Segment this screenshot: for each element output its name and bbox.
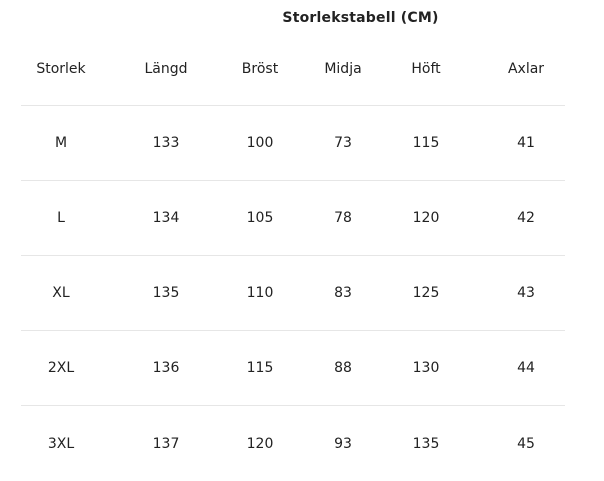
cell-size: 3XL xyxy=(47,435,75,452)
cell-chest: 105 xyxy=(246,210,274,226)
cell-length: 136 xyxy=(152,360,180,376)
cell-chest: 120 xyxy=(246,435,274,452)
cell-chest: 115 xyxy=(246,360,274,376)
header-chest: Bröst xyxy=(241,61,279,77)
table-row: XL 135 110 83 125 43 xyxy=(21,256,565,331)
size-chart-table: Storlek Längd Bröst Midja Höft Axlar M 1… xyxy=(21,40,565,481)
cell-length: 134 xyxy=(152,210,180,226)
cell-chest: 100 xyxy=(246,135,274,151)
cell-size: M xyxy=(54,135,68,151)
cell-waist: 73 xyxy=(334,135,352,151)
cell-shoulder: 42 xyxy=(517,210,535,226)
cell-shoulder: 41 xyxy=(517,135,535,151)
header-hip: Höft xyxy=(411,61,441,77)
cell-hip: 120 xyxy=(412,210,440,226)
header-shoulder: Axlar xyxy=(507,61,545,77)
table-row: 2XL 136 115 88 130 44 xyxy=(21,331,565,406)
cell-shoulder: 43 xyxy=(517,285,535,301)
cell-length: 137 xyxy=(152,435,180,452)
table-row: 3XL 137 120 93 135 45 xyxy=(21,406,565,481)
cell-size: 2XL xyxy=(47,360,75,376)
table-title: Storlekstabell (CM) xyxy=(282,10,439,26)
cell-waist: 93 xyxy=(334,435,352,452)
cell-waist: 78 xyxy=(334,210,352,226)
cell-hip: 125 xyxy=(412,285,440,301)
cell-waist: 88 xyxy=(334,360,352,376)
cell-length: 133 xyxy=(152,135,180,151)
cell-size: XL xyxy=(52,285,70,301)
header-size: Storlek xyxy=(36,61,86,77)
cell-hip: 135 xyxy=(412,435,440,452)
table-row: L 134 105 78 120 42 xyxy=(21,181,565,256)
cell-length: 135 xyxy=(152,285,180,301)
table-row: M 133 100 73 115 41 xyxy=(21,106,565,181)
cell-chest: 110 xyxy=(246,285,274,301)
cell-size: L xyxy=(57,210,65,226)
cell-waist: 83 xyxy=(334,285,352,301)
table-header-row: Storlek Längd Bröst Midja Höft Axlar xyxy=(21,40,565,106)
cell-shoulder: 44 xyxy=(517,360,535,376)
header-waist: Midja xyxy=(324,61,362,77)
cell-hip: 130 xyxy=(412,360,440,376)
cell-shoulder: 45 xyxy=(517,435,535,452)
cell-hip: 115 xyxy=(412,135,440,151)
header-length: Längd xyxy=(144,61,188,77)
